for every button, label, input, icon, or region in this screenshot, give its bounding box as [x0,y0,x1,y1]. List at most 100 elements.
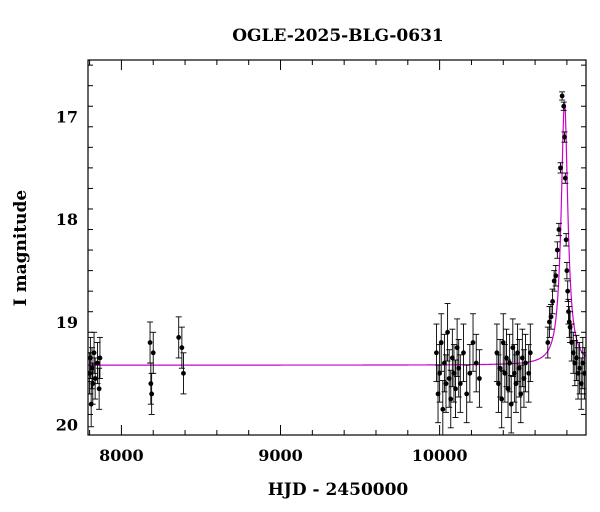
point-marker [523,360,528,366]
data-point [555,222,562,237]
point-marker [564,268,570,274]
x-tick-label: 8000 [99,446,144,465]
point-marker [497,365,503,371]
point-marker [504,355,509,361]
point-marker [476,376,482,381]
chart-title: OGLE-2025-BLG-0631 [232,26,444,46]
point-marker [527,350,533,356]
plot-frame [87,59,587,436]
data-point [509,318,516,377]
data-point [96,336,103,379]
data-point [567,311,574,343]
point-marker [518,391,524,397]
point-marker [562,134,567,140]
point-marker [440,406,446,412]
point-marker [556,227,562,232]
point-marker [443,381,449,387]
point-marker [91,350,97,356]
point-marker [500,340,506,345]
point-marker [95,360,100,366]
point-marker [181,370,186,376]
data-point [576,342,583,395]
point-marker [553,273,559,279]
data-point [557,162,564,174]
data-point [495,354,502,413]
data-point [579,336,586,390]
data-point [178,326,185,369]
point-marker [558,165,563,171]
data-point [433,323,440,383]
point-marker [494,350,500,356]
axis-ticks: 8000 9000 10000 17 18 19 20 [56,60,586,465]
point-marker [437,370,443,376]
point-marker [97,355,103,361]
data-points-layer [88,91,586,435]
data-point [498,369,505,429]
point-marker [470,340,476,345]
data-point [578,357,585,410]
data-point [175,316,182,359]
y-tick-label: 17 [56,108,78,127]
point-marker [179,345,185,351]
data-point [562,172,569,184]
y-tick-label: 19 [56,313,78,332]
data-point [442,354,449,413]
y-tick-label: 18 [56,210,78,229]
point-marker [513,381,519,387]
point-marker [176,334,182,340]
data-point [506,333,513,393]
data-point [508,374,515,434]
data-point [457,354,464,413]
data-point [552,265,559,287]
data-point [505,359,512,418]
point-marker [457,381,463,387]
point-marker [453,386,458,392]
point-marker [554,247,560,253]
data-point [463,364,470,424]
point-marker [438,340,444,345]
data-point [148,372,155,415]
data-point [470,313,477,372]
data-point [517,364,524,424]
data-point [563,233,570,247]
data-point [554,241,561,259]
x-tick-label: 10000 [412,446,468,465]
point-marker [150,350,156,356]
y-tick-label: 20 [56,416,78,435]
data-point [560,101,567,111]
data-point [544,326,551,359]
model-curve-layer [88,101,586,366]
data-point [563,261,570,280]
point-marker [550,299,555,304]
point-marker [548,314,554,320]
data-point [547,304,554,330]
point-marker [92,376,98,381]
data-point [439,380,446,435]
data-point [180,352,187,395]
point-marker [445,329,450,335]
data-point [89,362,96,405]
data-point [575,347,582,400]
data-point [500,313,507,372]
point-marker [434,350,439,356]
point-marker [149,391,155,397]
point-marker [562,175,568,181]
point-marker [147,340,153,345]
data-point [516,339,523,398]
data-point [522,333,529,393]
point-marker [559,93,565,99]
data-point [503,328,510,388]
point-marker [96,386,102,392]
data-point [150,331,157,374]
data-point [493,323,500,383]
point-marker [467,370,473,376]
point-marker [561,103,567,109]
data-point [452,359,459,418]
data-point [92,357,99,400]
y-axis-label: I magnitude [11,190,31,307]
point-marker [448,396,454,402]
point-marker [499,396,505,402]
data-point [497,339,504,398]
data-point [438,313,445,372]
data-point [147,321,154,364]
